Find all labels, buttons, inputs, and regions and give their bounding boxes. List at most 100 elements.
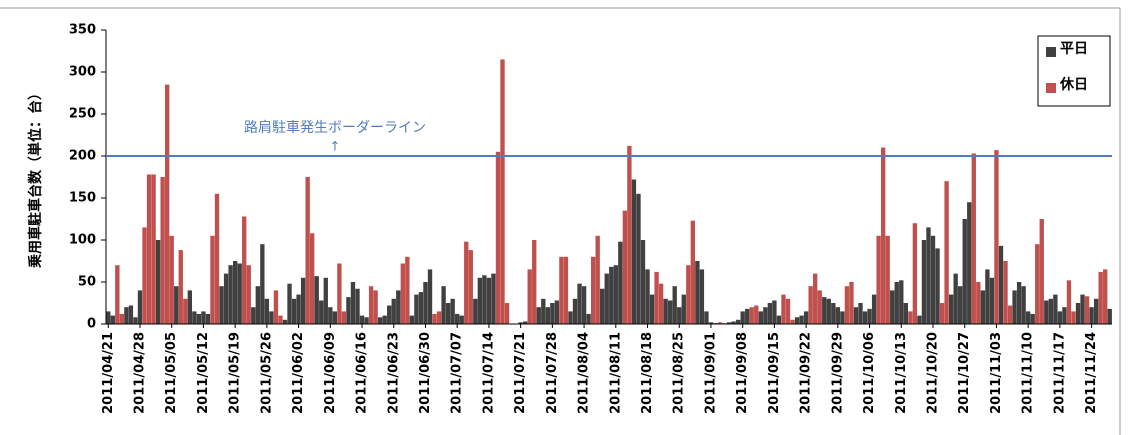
threshold-arrow: ↑: [330, 140, 341, 155]
bar: [282, 319, 288, 324]
bar: [214, 193, 220, 324]
bar: [246, 265, 251, 324]
bar: [726, 322, 732, 324]
bar: [1062, 307, 1067, 324]
bar: [967, 202, 972, 324]
bar: [545, 307, 550, 324]
x-tick-label: 2011/09/15: [767, 332, 782, 414]
bar: [1039, 219, 1044, 324]
legend-swatch: [1046, 83, 1056, 93]
bar: [1030, 313, 1035, 324]
bar: [609, 266, 614, 324]
bar: [201, 311, 206, 324]
bar: [699, 269, 705, 324]
bar: [831, 303, 836, 324]
x-tick-label: 2011/05/26: [259, 332, 274, 414]
bar: [803, 311, 809, 324]
bar: [876, 235, 881, 324]
bar: [613, 265, 618, 324]
bar: [169, 235, 174, 324]
bar: [912, 223, 918, 324]
bar: [119, 313, 125, 324]
bar: [776, 315, 782, 324]
bar: [1035, 244, 1040, 324]
bar: [958, 286, 963, 324]
bar: [305, 177, 310, 324]
bar: [1084, 296, 1090, 324]
x-tick-label: 2011/11/17: [1052, 332, 1067, 414]
x-tick-label: 2011/06/30: [418, 332, 433, 414]
bar: [989, 277, 995, 324]
bar: [409, 315, 415, 324]
bar: [1021, 286, 1026, 324]
bar: [1093, 298, 1099, 324]
bar: [350, 282, 356, 324]
bar: [926, 227, 931, 324]
bar: [382, 315, 387, 324]
x-tick-label: 2011/11/10: [1021, 332, 1036, 414]
bar: [554, 300, 560, 324]
bar: [1025, 311, 1031, 324]
bar: [695, 261, 700, 324]
y-axis-label: 乗用車駐車台数（単位：台）: [27, 86, 44, 269]
bar: [355, 288, 360, 324]
bar: [813, 273, 818, 324]
bar: [242, 216, 247, 324]
bar: [260, 244, 265, 324]
bar: [790, 319, 795, 324]
bar: [1057, 311, 1063, 324]
bar: [264, 298, 270, 324]
bar: [477, 277, 483, 324]
bar: [980, 290, 986, 324]
x-tick-label: 2011/10/27: [957, 332, 972, 414]
bar: [994, 150, 999, 324]
bar: [577, 283, 582, 324]
bar: [445, 303, 451, 324]
bar: [1012, 290, 1017, 324]
bar: [187, 290, 193, 324]
bar: [400, 263, 405, 324]
bar: [899, 280, 904, 324]
x-tick-label: 2011/08/18: [640, 332, 655, 414]
bar: [817, 290, 822, 324]
x-tick-label: 2011/06/09: [323, 332, 338, 414]
bar: [287, 283, 292, 324]
x-tick-label: 2011/10/20: [926, 332, 941, 414]
bar: [758, 311, 763, 324]
bar: [649, 294, 655, 324]
bar: [785, 298, 791, 324]
bar: [976, 282, 981, 324]
bar: [468, 250, 473, 324]
legend-label: 休日: [1059, 76, 1088, 93]
x-tick-label: 2011/05/12: [196, 332, 211, 414]
legend-swatch: [1046, 47, 1056, 57]
bar: [473, 298, 478, 324]
bar: [455, 313, 460, 324]
bar: [165, 84, 170, 324]
x-tick-label: 2011/04/21: [101, 332, 116, 414]
bar: [658, 283, 664, 324]
bar: [853, 307, 859, 324]
bar: [935, 248, 940, 324]
bar: [849, 282, 854, 324]
bar: [858, 303, 863, 324]
bar: [314, 276, 319, 324]
bar: [192, 311, 197, 324]
bar: [174, 286, 179, 324]
bar: [749, 307, 754, 324]
bar: [840, 311, 845, 324]
y-tick-label: 0: [87, 317, 96, 332]
bar: [794, 317, 800, 324]
x-tick-label: 2011/05/19: [228, 332, 243, 414]
bar: [319, 300, 324, 324]
bar: [690, 220, 696, 324]
bar: [627, 145, 632, 324]
bar: [541, 298, 546, 324]
bar: [396, 290, 401, 324]
bar: [944, 181, 949, 324]
bar: [405, 256, 410, 324]
x-tick-label: 2011/04/28: [132, 332, 147, 414]
x-tick-label: 2011/10/06: [862, 332, 877, 414]
